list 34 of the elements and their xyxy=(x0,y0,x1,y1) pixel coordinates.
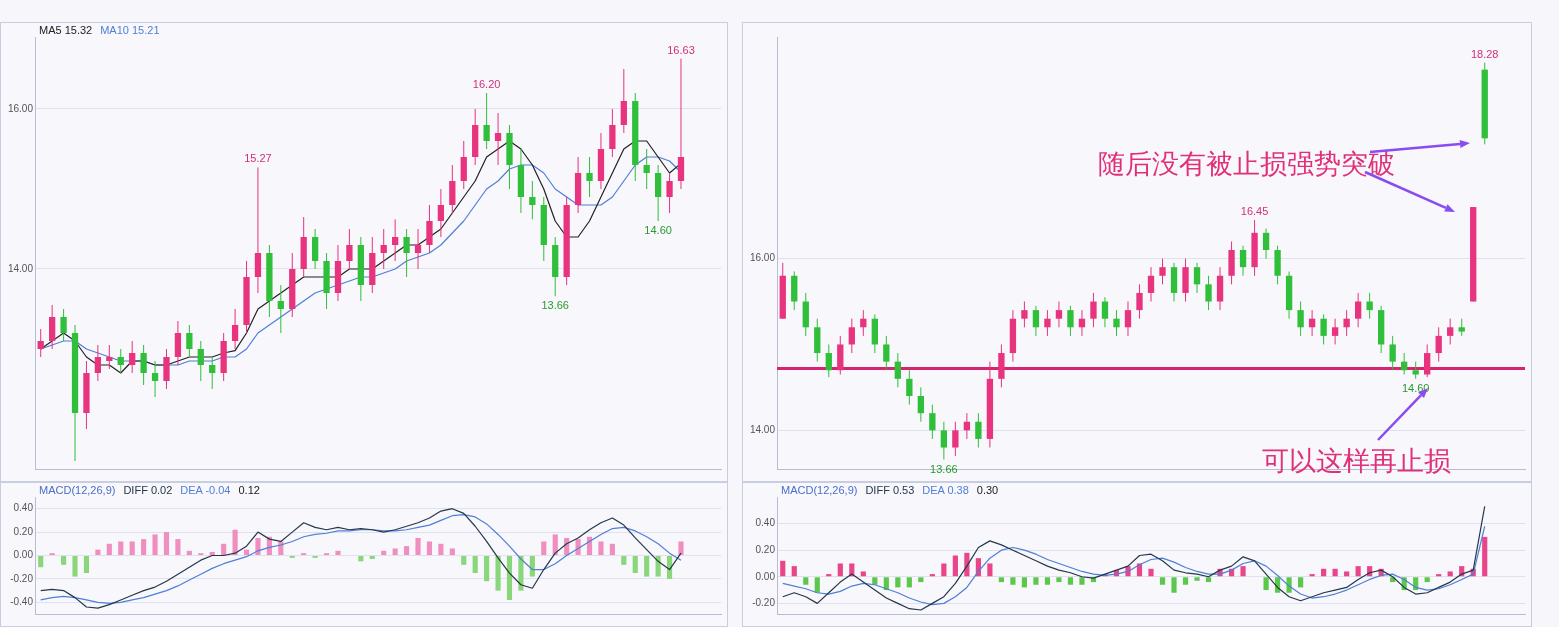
chart-title: MACD(12,26,9) xyxy=(781,484,858,496)
y-tick-label: 14.00 xyxy=(7,262,34,274)
text: DIFF 0.02 xyxy=(123,484,173,496)
text: 0.30 xyxy=(976,484,999,496)
chart-title: MACD(12,26,9) xyxy=(39,484,116,496)
annotation: 14.60 xyxy=(644,224,672,236)
annotation: 13.66 xyxy=(930,462,958,475)
annotation: 16.20 xyxy=(472,78,501,90)
y-tick-label: 0.20 xyxy=(755,543,776,555)
text: 0.12 xyxy=(238,484,260,496)
text: MA10 15.21 xyxy=(100,24,160,36)
text: DEA -0.04 xyxy=(180,484,231,496)
y-tick-label: 0.00 xyxy=(13,549,34,561)
y-tick-label: -0.20 xyxy=(752,597,776,609)
y-tick-label: -0.20 xyxy=(10,572,34,584)
text: MA5 15.32 xyxy=(39,24,93,36)
annotation: 14.60 xyxy=(1401,381,1430,394)
annotation: 18.28 xyxy=(1470,47,1499,60)
y-tick-label: 16.00 xyxy=(749,252,776,264)
y-tick-label: 0.40 xyxy=(13,502,34,514)
annotation: 16.45 xyxy=(1240,204,1269,217)
text: DIFF 0.53 xyxy=(865,484,915,496)
y-tick-label: 0.20 xyxy=(13,525,34,537)
y-tick-label: 0.00 xyxy=(755,570,776,582)
annotation: 随后没有被止损强势突破 xyxy=(1098,147,1395,181)
annotation: 16.63 xyxy=(667,43,695,56)
y-tick-label: -0.40 xyxy=(10,596,34,608)
y-tick-label: 0.40 xyxy=(755,517,776,529)
annotation: 可以这样再止损 xyxy=(1262,444,1451,478)
y-tick-label: 16.00 xyxy=(7,102,34,114)
text: DEA 0.38 xyxy=(922,484,969,496)
y-tick-label: 14.00 xyxy=(749,424,776,436)
annotation: 15.27 xyxy=(244,152,272,165)
annotation: 13.66 xyxy=(541,299,569,312)
